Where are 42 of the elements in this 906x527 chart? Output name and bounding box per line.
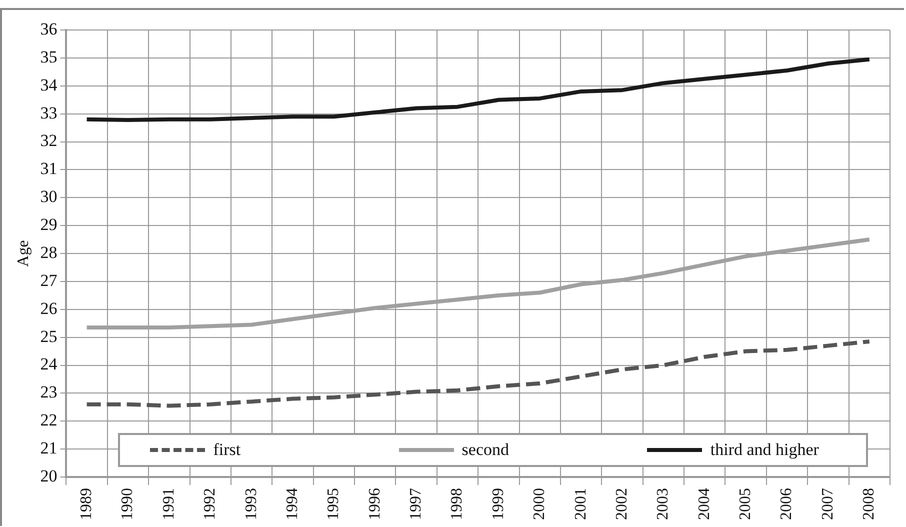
x-tick-label: 2006 — [778, 488, 796, 520]
x-tick-label: 2004 — [696, 488, 713, 520]
y-tick-label: 24 — [40, 354, 58, 374]
line-series — [84, 340, 872, 408]
y-axis-title: Age — [14, 240, 32, 267]
y-tick-label: 33 — [40, 103, 58, 122]
y-tick-label: 22 — [40, 410, 58, 430]
y-tick-label: 34 — [40, 75, 58, 94]
x-tick-label: 1998 — [448, 488, 466, 520]
y-tick-label: 30 — [40, 187, 58, 206]
x-tick-label: 1993 — [242, 488, 260, 520]
y-tick-label: 35 — [40, 47, 58, 66]
y-tick-label: 28 — [40, 242, 58, 262]
x-tick-label: 1994 — [284, 488, 301, 520]
x-tick-label: 1996 — [366, 488, 384, 520]
x-tick-label: 1990 — [119, 488, 136, 520]
y-tick-label: 21 — [40, 438, 58, 458]
y-tick-label: 32 — [40, 131, 58, 150]
x-tick-label: 1999 — [490, 488, 507, 520]
y-tick-label: 27 — [40, 270, 58, 290]
x-tick-label: 1992 — [202, 488, 219, 520]
y-tick-label: 26 — [40, 298, 58, 318]
legend-label: third and higher — [710, 440, 819, 460]
x-tick-label: 2003 — [654, 488, 672, 520]
y-tick-label: 31 — [40, 159, 58, 178]
x-tick-label: 2008 — [860, 488, 878, 520]
x-tick-label: 1997 — [408, 488, 425, 520]
y-tick-label: 36 — [40, 19, 58, 38]
x-tick-label: 1989 — [78, 488, 95, 520]
y-tick-label: 23 — [40, 382, 58, 402]
y-tick-label: 20 — [40, 466, 58, 486]
legend-label: first — [213, 440, 241, 460]
x-tick-label: 1991 — [160, 488, 178, 520]
x-tick-label: 2001 — [572, 488, 590, 520]
legend-label: second — [462, 440, 509, 460]
x-tick-label: 1995 — [325, 488, 342, 520]
y-tick-label: 25 — [40, 326, 58, 346]
x-tick-label: 2002 — [613, 488, 630, 520]
y-tick-label: 29 — [40, 215, 58, 234]
x-tick-label: 2005 — [737, 488, 754, 520]
x-tick-label: 2007 — [819, 488, 836, 520]
x-tick-label: 2000 — [531, 488, 548, 520]
